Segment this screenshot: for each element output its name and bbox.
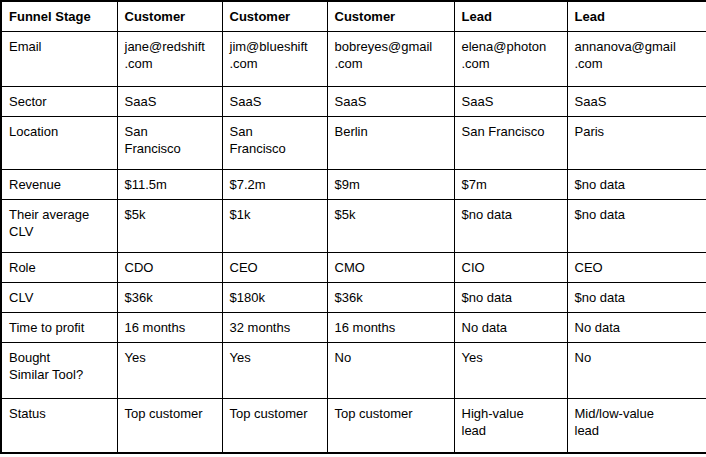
cell-role-5: CEO	[567, 253, 706, 283]
cell-email-1: jane@redshift .com	[117, 32, 222, 87]
cell-their-average-clv-4: $no data	[454, 200, 567, 253]
cell-their-average-clv-2: $1k	[222, 200, 327, 253]
cell-status-4: High-value lead	[454, 399, 567, 453]
table-row-email: Email jane@redshift .com jim@blueshift .…	[1, 32, 706, 87]
table-row-role: Role CDO CEO CMO CIO CEO	[1, 253, 706, 283]
header-lead-2: Lead	[567, 1, 706, 32]
row-label-clv: CLV	[1, 283, 117, 313]
cell-email-5: annanova@gmail .com	[567, 32, 706, 87]
cell-sector-3: SaaS	[327, 87, 454, 117]
cell-clv-5: $no data	[567, 283, 706, 313]
cell-location-4: San Francisco	[454, 117, 567, 170]
cell-status-3: Top customer	[327, 399, 454, 453]
cell-sector-2: SaaS	[222, 87, 327, 117]
table-row-location: Location San Francisco San Francisco Ber…	[1, 117, 706, 170]
row-label-location: Location	[1, 117, 117, 170]
table-row-sector: Sector SaaS SaaS SaaS SaaS SaaS	[1, 87, 706, 117]
header-funnel-stage: Funnel Stage	[1, 1, 117, 32]
cell-email-2: jim@blueshift .com	[222, 32, 327, 87]
table-row-their-average-clv: Their average CLV $5k $1k $5k $no data $…	[1, 200, 706, 253]
header-customer-2: Customer	[222, 1, 327, 32]
row-label-their-average-clv: Their average CLV	[1, 200, 117, 253]
funnel-table: Funnel Stage Customer Customer Customer …	[0, 0, 706, 454]
cell-revenue-2: $7.2m	[222, 170, 327, 200]
cell-location-2: San Francisco	[222, 117, 327, 170]
cell-revenue-1: $11.5m	[117, 170, 222, 200]
header-lead-1: Lead	[454, 1, 567, 32]
table-row-time-to-profit: Time to profit 16 months 32 months 16 mo…	[1, 313, 706, 343]
cell-status-1: Top customer	[117, 399, 222, 453]
row-label-email: Email	[1, 32, 117, 87]
cell-time-to-profit-2: 32 months	[222, 313, 327, 343]
cell-time-to-profit-5: No data	[567, 313, 706, 343]
table-row-revenue: Revenue $11.5m $7.2m $9m $7m $no data	[1, 170, 706, 200]
cell-revenue-5: $no data	[567, 170, 706, 200]
row-label-revenue: Revenue	[1, 170, 117, 200]
table-row-clv: CLV $36k $180k $36k $no data $no data	[1, 283, 706, 313]
cell-status-2: Top customer	[222, 399, 327, 453]
header-customer-1: Customer	[117, 1, 222, 32]
cell-location-1: San Francisco	[117, 117, 222, 170]
cell-clv-4: $no data	[454, 283, 567, 313]
cell-email-3: bobreyes@gmail .com	[327, 32, 454, 87]
cell-status-5: Mid/low-value lead	[567, 399, 706, 453]
cell-role-2: CEO	[222, 253, 327, 283]
cell-email-4: elena@photon .com	[454, 32, 567, 87]
cell-time-to-profit-3: 16 months	[327, 313, 454, 343]
header-customer-3: Customer	[327, 1, 454, 32]
cell-role-1: CDO	[117, 253, 222, 283]
cell-location-5: Paris	[567, 117, 706, 170]
row-label-time-to-profit: Time to profit	[1, 313, 117, 343]
cell-time-to-profit-4: No data	[454, 313, 567, 343]
cell-revenue-4: $7m	[454, 170, 567, 200]
cell-their-average-clv-1: $5k	[117, 200, 222, 253]
cell-sector-4: SaaS	[454, 87, 567, 117]
row-label-bought-similar-tool: Bought Similar Tool?	[1, 343, 117, 399]
row-label-sector: Sector	[1, 87, 117, 117]
cell-bought-similar-tool-1: Yes	[117, 343, 222, 399]
cell-bought-similar-tool-5: No	[567, 343, 706, 399]
cell-their-average-clv-5: $no data	[567, 200, 706, 253]
row-label-status: Status	[1, 399, 117, 453]
cell-bought-similar-tool-3: No	[327, 343, 454, 399]
row-label-role: Role	[1, 253, 117, 283]
cell-clv-1: $36k	[117, 283, 222, 313]
cell-role-3: CMO	[327, 253, 454, 283]
cell-time-to-profit-1: 16 months	[117, 313, 222, 343]
table-row-status: Status Top customer Top customer Top cus…	[1, 399, 706, 453]
table-header-row: Funnel Stage Customer Customer Customer …	[1, 1, 706, 32]
table-row-bought-similar-tool: Bought Similar Tool? Yes Yes No Yes No	[1, 343, 706, 399]
funnel-table-container: Funnel Stage Customer Customer Customer …	[0, 0, 706, 457]
cell-clv-2: $180k	[222, 283, 327, 313]
cell-revenue-3: $9m	[327, 170, 454, 200]
cell-their-average-clv-3: $5k	[327, 200, 454, 253]
cell-sector-1: SaaS	[117, 87, 222, 117]
cell-sector-5: SaaS	[567, 87, 706, 117]
cell-role-4: CIO	[454, 253, 567, 283]
cell-clv-3: $36k	[327, 283, 454, 313]
cell-location-3: Berlin	[327, 117, 454, 170]
cell-bought-similar-tool-2: Yes	[222, 343, 327, 399]
cell-bought-similar-tool-4: Yes	[454, 343, 567, 399]
